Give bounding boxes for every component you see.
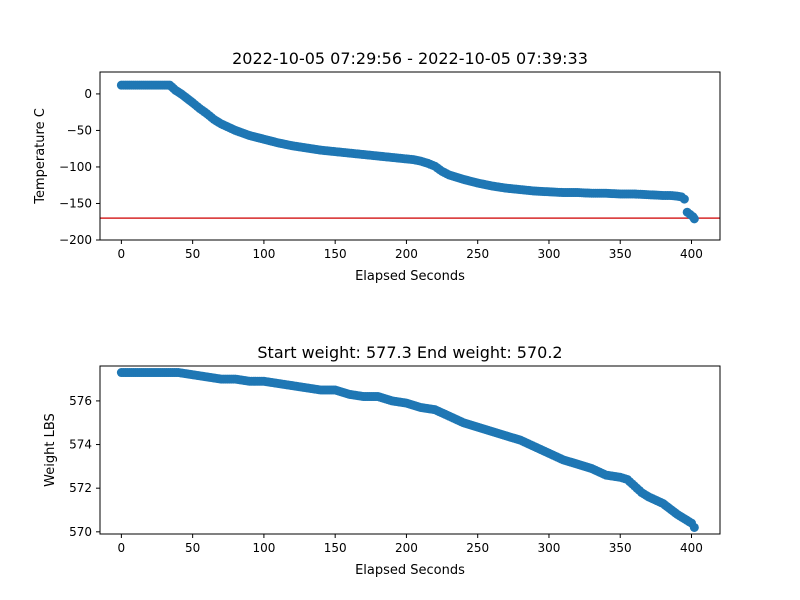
weight-chart-title: Start weight: 577.3 End weight: 570.2 (257, 343, 562, 362)
temperature-data-point (679, 194, 689, 204)
weight-x-tick-label: 400 (680, 541, 703, 555)
weight-y-tick-label: 574 (69, 438, 92, 452)
temperature-axis-ticks: 0 50 100 150 200 250 300 350 400 0 −50 −100 −150 −200 (59, 87, 703, 261)
weight-x-tick-label: 0 (118, 541, 126, 555)
weight-panel: Start weight: 577.3 End weight: 570.2 El… (43, 343, 721, 578)
temperature-y-tick-label: −150 (59, 196, 92, 210)
temperature-x-tick-label: 300 (538, 247, 561, 261)
temperature-chart-title: 2022-10-05 07:29:56 - 2022-10-05 07:39:3… (232, 49, 588, 68)
temperature-x-axis-label: Elapsed Seconds (355, 269, 465, 284)
weight-axes-frame (99, 365, 721, 535)
weight-x-tick-label: 300 (538, 541, 561, 555)
temperature-y-tick-label: −200 (59, 233, 92, 247)
temperature-x-tick-label: 250 (466, 247, 489, 261)
weight-axis-ticks: 0 50 100 150 200 250 300 350 400 570 572 574 576 (69, 394, 703, 555)
temperature-panel: 2022-10-05 07:29:56 - 2022-10-05 07:39:3… (33, 49, 721, 284)
temperature-x-tick-label: 100 (252, 247, 275, 261)
temperature-x-tick-label: 50 (185, 247, 200, 261)
weight-x-tick-label: 350 (609, 541, 632, 555)
temperature-x-tick-label: 150 (324, 247, 347, 261)
temperature-y-axis-label: Temperature C (33, 108, 48, 205)
temperature-x-tick-label: 350 (609, 247, 632, 261)
weight-y-tick-label: 572 (69, 481, 92, 495)
temperature-data-points (116, 80, 699, 224)
weight-y-tick-label: 576 (69, 394, 92, 408)
temperature-x-tick-label: 200 (395, 247, 418, 261)
weight-x-tick-label: 200 (395, 541, 418, 555)
weight-y-axis-label: Weight LBS (43, 413, 58, 487)
weight-x-tick-label: 150 (324, 541, 347, 555)
weight-x-tick-label: 100 (252, 541, 275, 555)
weight-y-tick-label: 570 (69, 525, 92, 539)
temperature-x-tick-label: 0 (118, 247, 126, 261)
temperature-y-tick-label: −100 (59, 160, 92, 174)
weight-data-point (689, 522, 699, 532)
weight-data-points (116, 368, 699, 532)
weight-x-axis-label: Elapsed Seconds (355, 563, 465, 578)
temperature-y-tick-label: 0 (84, 87, 92, 101)
temperature-x-tick-label: 400 (680, 247, 703, 261)
weight-x-tick-label: 50 (185, 541, 200, 555)
weight-x-tick-label: 250 (466, 541, 489, 555)
temperature-y-tick-label: −50 (67, 123, 92, 137)
temperature-data-point (689, 214, 699, 224)
temperature-axes-frame (99, 71, 721, 241)
